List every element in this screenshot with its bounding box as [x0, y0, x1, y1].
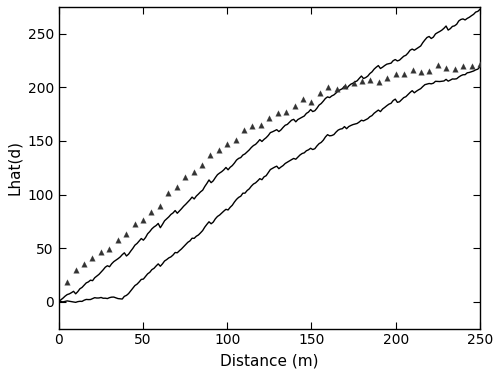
Point [408, 67, 416, 73]
Point [257, 122, 265, 128]
Point [426, 68, 434, 74]
Point [459, 63, 467, 69]
Point [156, 203, 164, 209]
Point [341, 83, 349, 89]
Point [97, 249, 105, 255]
Point [240, 127, 248, 133]
Point [198, 162, 206, 168]
Point [299, 96, 307, 102]
Point [130, 220, 138, 226]
Y-axis label: Lhat(d): Lhat(d) [7, 140, 22, 195]
Point [290, 103, 298, 109]
Point [114, 237, 122, 243]
Point [350, 80, 358, 86]
Point [248, 123, 256, 129]
Point [63, 279, 71, 285]
Point [324, 84, 332, 90]
Point [139, 217, 147, 223]
Point [308, 99, 316, 105]
Point [206, 152, 214, 157]
Point [282, 110, 290, 116]
Point [181, 174, 189, 180]
Point [366, 77, 374, 83]
Point [476, 62, 484, 68]
Point [316, 90, 324, 96]
Point [274, 110, 282, 116]
X-axis label: Distance (m): Distance (m) [220, 353, 318, 368]
Point [223, 141, 231, 147]
Point [122, 231, 130, 237]
Point [172, 183, 180, 189]
Point [434, 62, 442, 68]
Point [88, 255, 96, 261]
Point [190, 170, 198, 176]
Point [417, 69, 425, 75]
Point [72, 267, 80, 273]
Point [442, 65, 450, 71]
Point [392, 71, 400, 77]
Point [148, 209, 156, 215]
Point [400, 71, 408, 77]
Point [106, 246, 114, 252]
Point [375, 79, 383, 85]
Point [450, 66, 458, 72]
Point [332, 86, 340, 92]
Point [468, 63, 475, 69]
Point [80, 261, 88, 267]
Point [384, 75, 392, 81]
Point [358, 78, 366, 84]
Point [232, 137, 239, 143]
Point [215, 147, 223, 153]
Point [164, 190, 172, 196]
Point [266, 115, 274, 121]
